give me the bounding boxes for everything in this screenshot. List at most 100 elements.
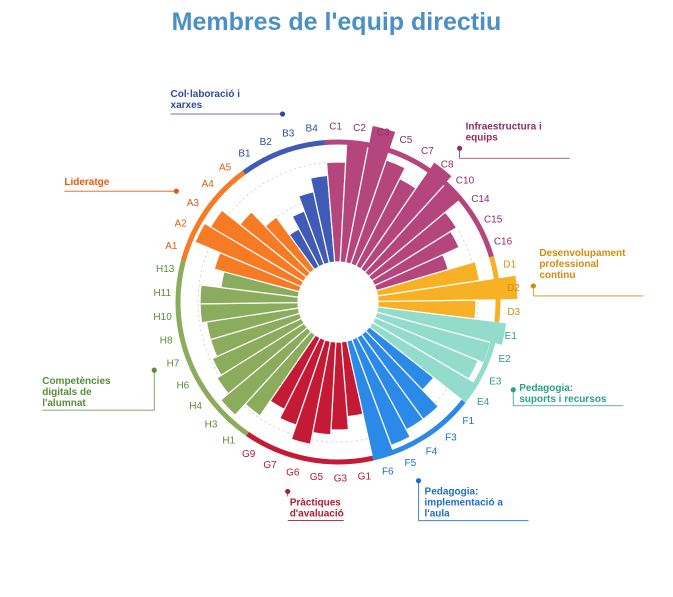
category-label-line: digitals de [42, 387, 92, 398]
tick-label-g5: G5 [310, 472, 324, 483]
tick-label-f1: F1 [462, 416, 474, 427]
category-label-line: l'aula [425, 509, 451, 520]
category-label-line: equips [466, 132, 499, 143]
tick-label-d3: D3 [507, 307, 520, 318]
bar-h6 [211, 317, 305, 377]
tick-label-h1: H1 [222, 436, 235, 447]
page-title: Membres de l'equip directiu [171, 8, 502, 36]
tick-label-e4: E4 [477, 397, 490, 408]
tick-label-a2: A2 [175, 219, 188, 230]
tick-label-h3: H3 [205, 419, 218, 430]
tick-label-h4: H4 [189, 401, 202, 412]
bar-c3 [344, 124, 397, 265]
tick-label-f6: F6 [382, 466, 394, 477]
bar-d2 [376, 274, 519, 303]
bar-h4 [216, 322, 309, 395]
bar-c15 [371, 230, 461, 287]
category-label-line: d'avaluació [290, 508, 344, 519]
tick-label-a4: A4 [202, 179, 215, 190]
tick-label-h10: H10 [153, 312, 172, 323]
category-label-line: Pedagogia: [425, 487, 479, 498]
category-label-line: suports i recursos [519, 394, 607, 405]
tick-label-e2: E2 [499, 354, 512, 365]
bar-c5 [350, 159, 406, 268]
category-label-line: Infraestructura i [466, 121, 542, 132]
bar-e1 [375, 306, 508, 347]
tick-label-a5: A5 [219, 163, 232, 174]
bar-a4 [239, 210, 312, 279]
ring-arc-7 [180, 170, 246, 262]
category-label-line: xarxes [171, 100, 203, 111]
bar-h3 [219, 326, 312, 417]
grid-circle-2 [197, 161, 479, 443]
tick-label-b3: B3 [282, 129, 295, 140]
tick-label-d1: D1 [503, 259, 516, 270]
tick-label-f3: F3 [445, 432, 457, 443]
bar-layer [194, 124, 519, 459]
ring-arc-6 [175, 260, 249, 437]
ring-arc-4 [372, 399, 466, 461]
tick-label-c7: C7 [421, 146, 434, 157]
ring-arc-0 [242, 140, 326, 175]
category-label-group-3: Pedagogia:suports i recursos [510, 383, 624, 407]
tick-label-c14: C14 [471, 194, 490, 205]
tick-label-c10: C10 [456, 176, 475, 187]
tick-label-h13: H13 [156, 264, 175, 275]
ring-arc-1 [324, 139, 494, 258]
bar-h11 [199, 284, 299, 305]
tick-label-f5: F5 [404, 458, 416, 469]
category-label-line: Pedagogia: [519, 383, 573, 394]
tick-label-g7: G7 [263, 460, 277, 471]
bar-c14 [367, 211, 458, 282]
category-label-line: implementació a [425, 498, 504, 509]
bar-a2 [194, 222, 305, 288]
bar-a5 [264, 216, 316, 274]
category-label-line: l'alumnat [42, 398, 86, 409]
tick-label-a1: A1 [165, 241, 178, 252]
tick-label-c16: C16 [494, 236, 513, 247]
tick-label-c5: C5 [400, 135, 413, 146]
tick-label-c3: C3 [377, 127, 390, 138]
tick-label-c8: C8 [441, 159, 454, 170]
category-label-line: Desenvolupament [539, 248, 626, 259]
tick-label-d2: D2 [507, 283, 520, 294]
tick-label-f4: F4 [426, 447, 438, 458]
bar-a3 [209, 209, 308, 283]
category-label-line: Lideratge [64, 177, 109, 188]
tick-label-b4: B4 [306, 123, 319, 134]
bar-g7 [278, 336, 326, 426]
bar-g6 [290, 339, 332, 446]
category-label-line: Pràctiques [290, 497, 342, 508]
tick-label-g1: G1 [358, 472, 372, 483]
tick-label-b1: B1 [238, 148, 251, 159]
tick-label-e3: E3 [489, 376, 502, 387]
bar-c8 [359, 160, 454, 274]
outer-ring [175, 139, 501, 465]
tick-label-g9: G9 [242, 449, 256, 460]
tick-label-b2: B2 [260, 137, 273, 148]
tick-label-a3: A3 [187, 198, 200, 209]
tick-label-h11: H11 [153, 288, 171, 299]
tick-label-g3: G3 [334, 473, 348, 484]
category-label-group-7: Lideratge [64, 177, 179, 194]
category-label-line: professional [539, 259, 599, 270]
ring-arc-3 [461, 321, 500, 403]
tick-label-e1: E1 [505, 331, 518, 342]
category-label-group-4: Pedagogia:implementació al'aula [415, 478, 529, 522]
tick-label-g6: G6 [286, 468, 300, 479]
category-label-line: Competències [42, 376, 111, 387]
tick-label-h8: H8 [160, 336, 173, 347]
tick-label-c2: C2 [353, 123, 366, 134]
category-label-line: Col·laboració i [171, 89, 241, 100]
ring-arc-2 [489, 256, 501, 322]
tick-label-h6: H6 [176, 381, 189, 392]
category-label-line: continu [539, 270, 575, 281]
